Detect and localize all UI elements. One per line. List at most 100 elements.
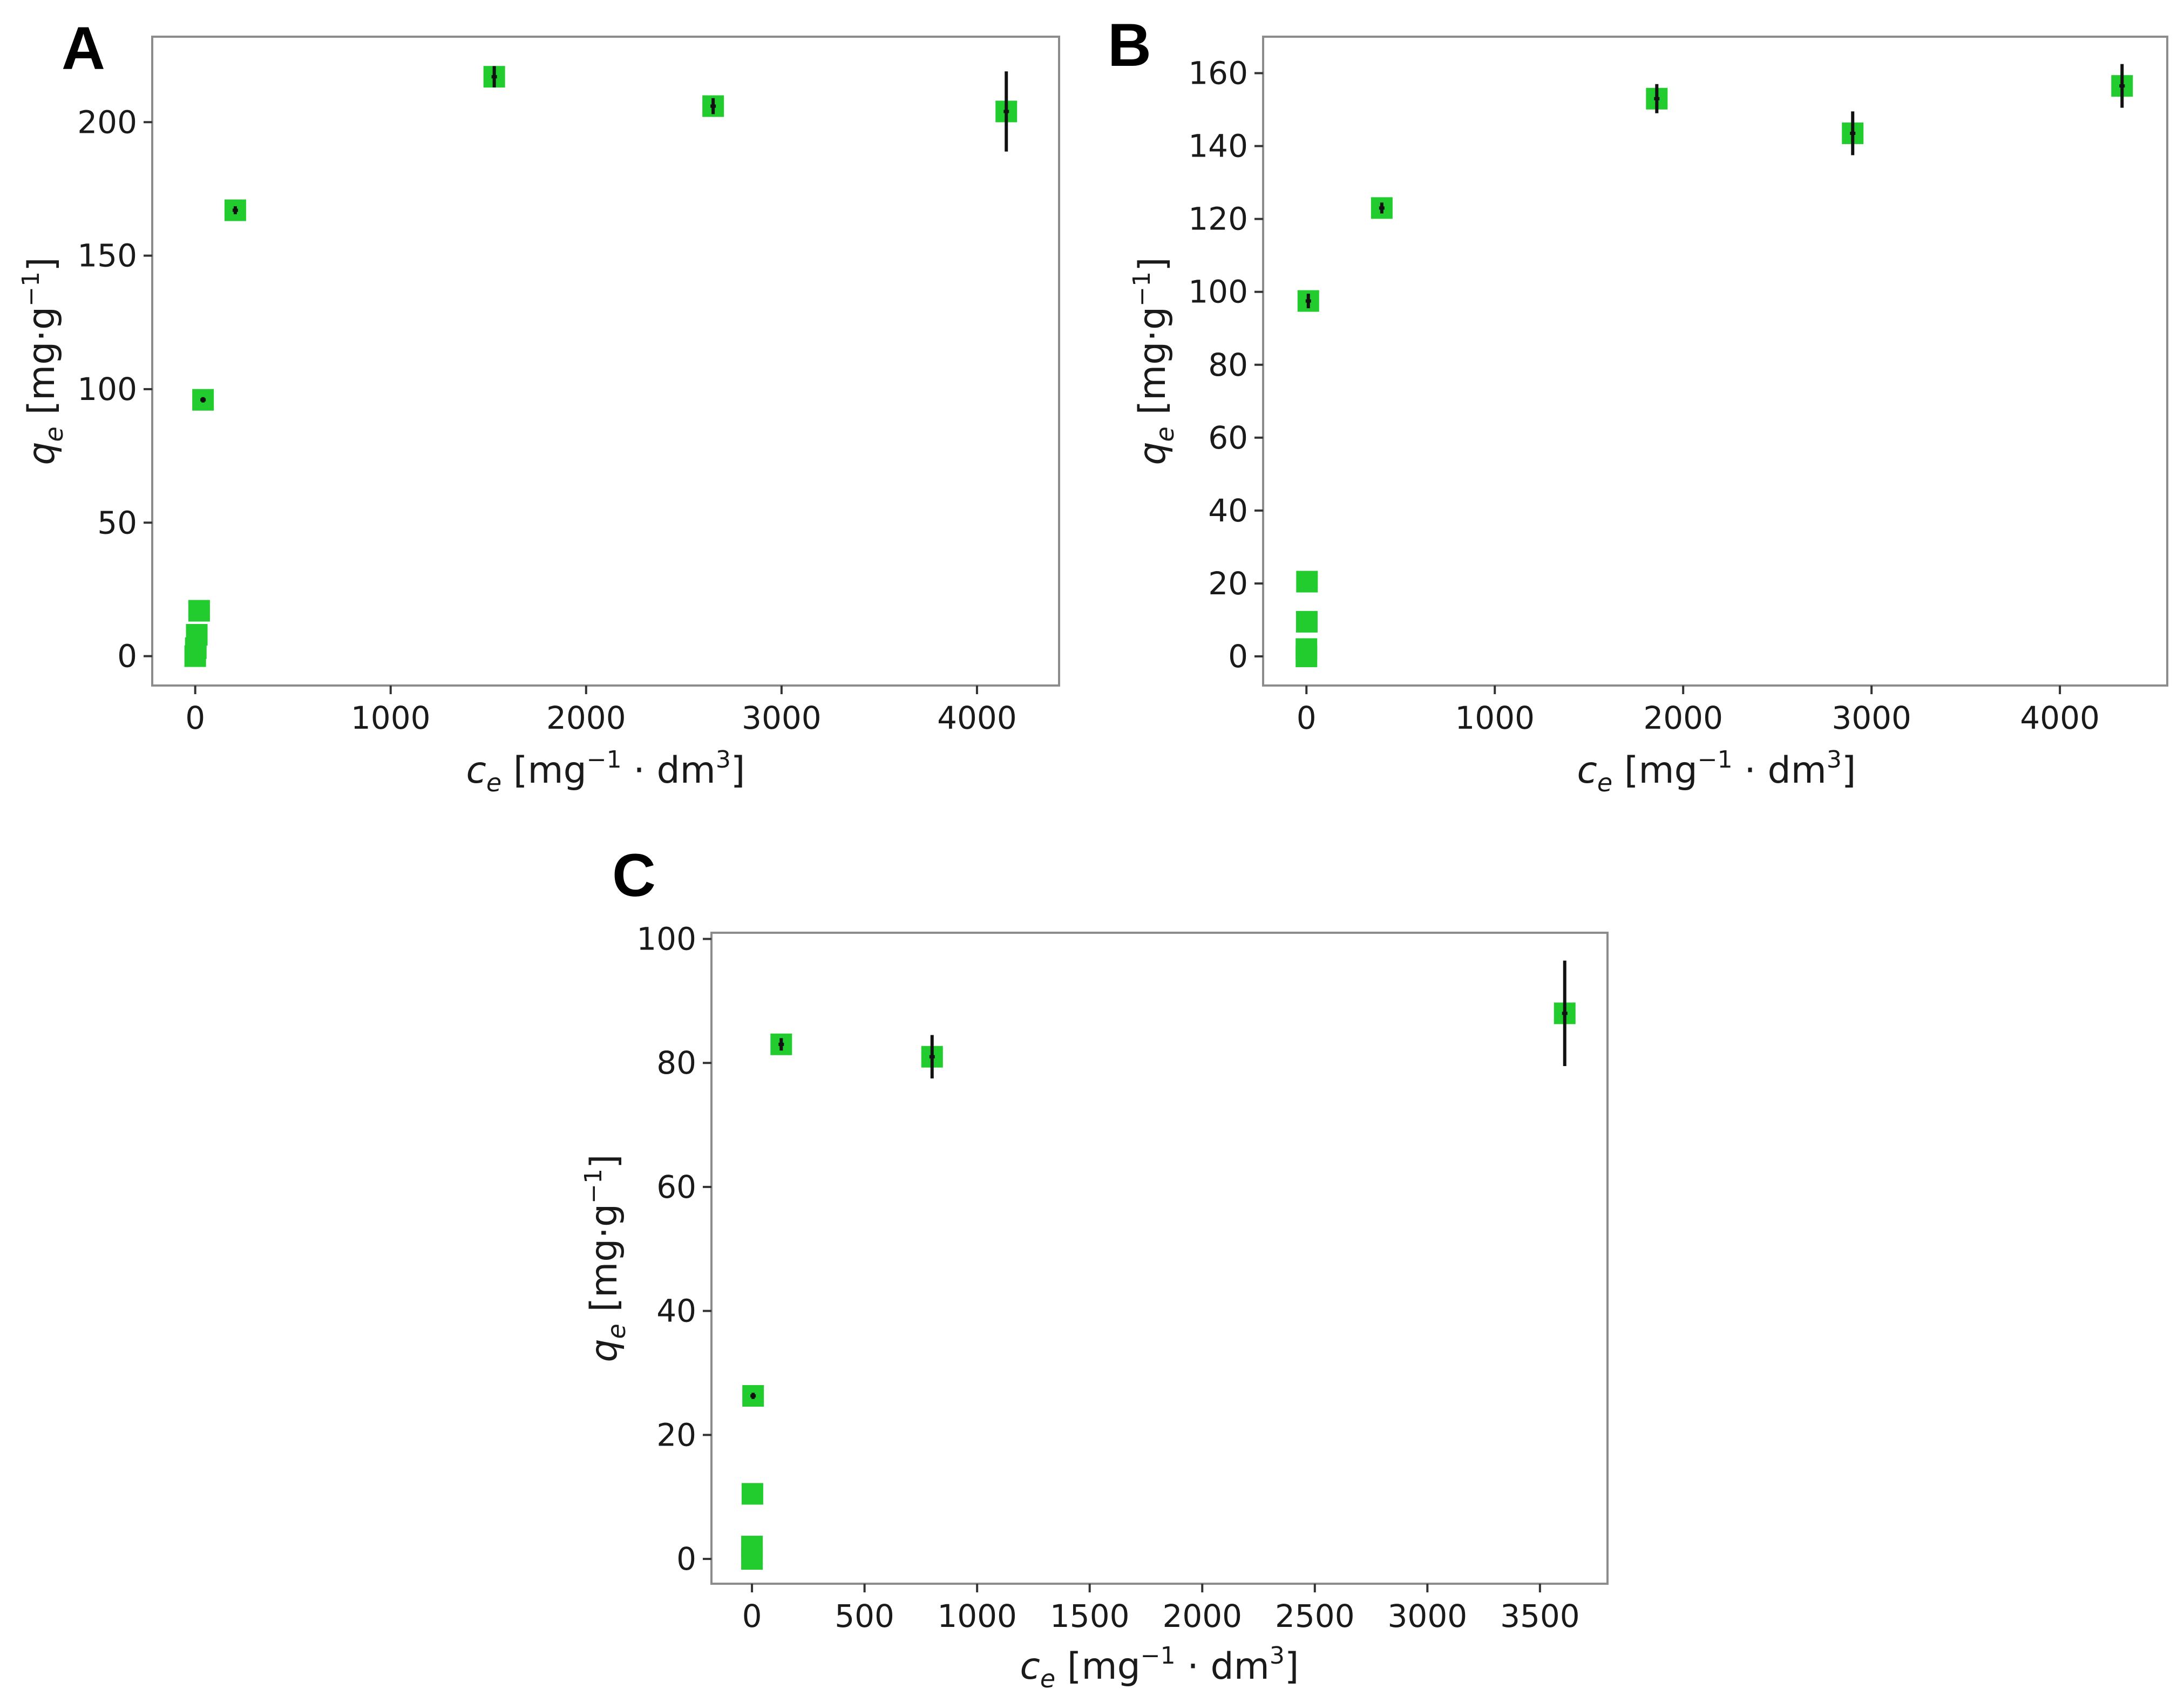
plot-frame-c (710, 932, 1609, 1585)
panel-c: C 0 20 40 60 80 100 0 500 1000 1500 2000 2500 3000 3… (580, 842, 1609, 1693)
y-tick-label: 160 (1188, 55, 1248, 92)
data-point (741, 1483, 763, 1505)
y-tick-label: 0 (676, 1541, 696, 1577)
y-tick-label: 40 (656, 1293, 696, 1329)
error-bar-center (1850, 131, 1856, 135)
x-ticks-b: 0 1000 2000 3000 4000 (1297, 686, 2100, 736)
error-bar-center (710, 104, 716, 108)
data-point (188, 600, 210, 622)
data-point (483, 66, 505, 88)
panel-a: A 0 50 100 150 200 0 1000 2000 3000 4000 ce [mg−… (17, 15, 1060, 797)
data-points-b (1296, 64, 2133, 667)
x-tick-label: 0 (742, 1598, 762, 1634)
x-tick-label: 3000 (1388, 1598, 1468, 1634)
x-tick-label: 3500 (1500, 1598, 1580, 1634)
data-points-a (184, 66, 1018, 667)
data-point (1371, 197, 1393, 219)
y-tick-label: 0 (117, 638, 137, 675)
y-ticks-a: 0 50 100 150 200 (77, 104, 152, 675)
y-tick-label: 60 (1208, 419, 1248, 456)
y-tick-label: 120 (1188, 201, 1248, 238)
y-tick-label: 100 (636, 920, 696, 957)
plot-frame-b (1262, 36, 2168, 687)
data-marker (186, 624, 208, 646)
data-points-c (741, 960, 1576, 1570)
y-ticks-c: 0 20 40 60 80 100 (636, 920, 711, 1577)
panel-letter-b: B (1108, 11, 1151, 79)
data-point (1554, 960, 1576, 1066)
data-point (1296, 638, 1318, 660)
y-tick-label: 140 (1188, 128, 1248, 165)
x-tick-label: 0 (1297, 700, 1317, 736)
y-tick-label: 60 (656, 1169, 696, 1205)
data-marker (741, 1483, 763, 1505)
x-ticks-c: 0 500 1000 1500 2000 2500 3000 3500 (742, 1584, 1580, 1634)
x-tick-label: 2000 (1643, 700, 1723, 736)
data-point (702, 95, 724, 117)
x-tick-label: 3000 (1832, 700, 1911, 736)
x-tick-label: 3000 (742, 700, 822, 736)
error-bar-center (2119, 84, 2125, 88)
data-point (995, 71, 1018, 152)
error-bar-center (200, 398, 206, 402)
data-point (1646, 84, 1668, 113)
data-marker (1296, 571, 1318, 593)
data-point (192, 389, 214, 411)
y-axis-title-b: qe [mg·g−1] (1128, 257, 1179, 465)
error-bar-center (1305, 299, 1311, 303)
data-point (1842, 111, 1864, 155)
data-point (1296, 610, 1318, 633)
plot-frame-a (151, 36, 1060, 687)
y-tick-label: 80 (1208, 347, 1248, 383)
panel-b: B 0 20 40 60 80 100 120 140 160 0 1000 2000 3000 400… (1108, 11, 2168, 797)
error-bar-center (491, 75, 497, 79)
y-tick-label: 20 (1208, 565, 1248, 602)
y-tick-label: 200 (77, 104, 137, 140)
x-axis-title-a: ce [mg−1 · dm3] (466, 746, 745, 797)
x-tick-label: 2000 (546, 700, 626, 736)
x-tick-label: 1000 (1455, 700, 1535, 736)
y-axis-title-a: qe [mg·g−1] (17, 257, 69, 465)
x-tick-label: 2500 (1275, 1598, 1355, 1634)
data-marker (188, 600, 210, 622)
error-bar-center (1654, 97, 1660, 100)
y-tick-label: 100 (77, 371, 137, 408)
error-bar-center (750, 1394, 756, 1397)
y-tick-label: 100 (1188, 274, 1248, 310)
x-tick-label: 2000 (1162, 1598, 1242, 1634)
error-bar-center (778, 1042, 784, 1046)
x-ticks-a: 0 1000 2000 3000 4000 (185, 686, 1017, 736)
data-point (742, 1385, 764, 1407)
data-point (1296, 571, 1318, 593)
y-ticks-b: 0 20 40 60 80 100 120 140 160 (1188, 55, 1263, 675)
data-marker (741, 1536, 763, 1558)
y-tick-label: 80 (656, 1044, 696, 1081)
x-axis-title-c: ce [mg−1 · dm3] (1020, 1642, 1299, 1693)
error-bar-center (232, 208, 238, 212)
error-bar-center (929, 1055, 935, 1059)
x-tick-label: 500 (835, 1598, 894, 1634)
y-tick-label: 50 (97, 504, 137, 541)
x-tick-label: 1500 (1050, 1598, 1130, 1634)
x-tick-label: 1000 (937, 1598, 1017, 1634)
data-point (186, 624, 208, 646)
y-tick-label: 40 (1208, 492, 1248, 529)
error-bar-center (1003, 110, 1009, 113)
error-bar-center (1379, 206, 1385, 210)
x-axis-title-b: ce [mg−1 · dm3] (1577, 746, 1856, 797)
error-bar-center (1562, 1012, 1568, 1015)
x-tick-label: 0 (185, 700, 205, 736)
x-tick-label: 4000 (937, 700, 1017, 736)
panel-letter-c: C (612, 842, 656, 909)
data-point (2111, 64, 2133, 108)
y-tick-label: 20 (656, 1416, 696, 1453)
data-point (1297, 290, 1319, 312)
data-point (224, 199, 246, 221)
panel-letter-a: A (62, 15, 105, 82)
x-tick-label: 4000 (2020, 700, 2100, 736)
data-point (770, 1033, 792, 1055)
x-tick-label: 1000 (351, 700, 431, 736)
data-marker (1296, 610, 1318, 633)
y-tick-label: 150 (77, 238, 137, 274)
